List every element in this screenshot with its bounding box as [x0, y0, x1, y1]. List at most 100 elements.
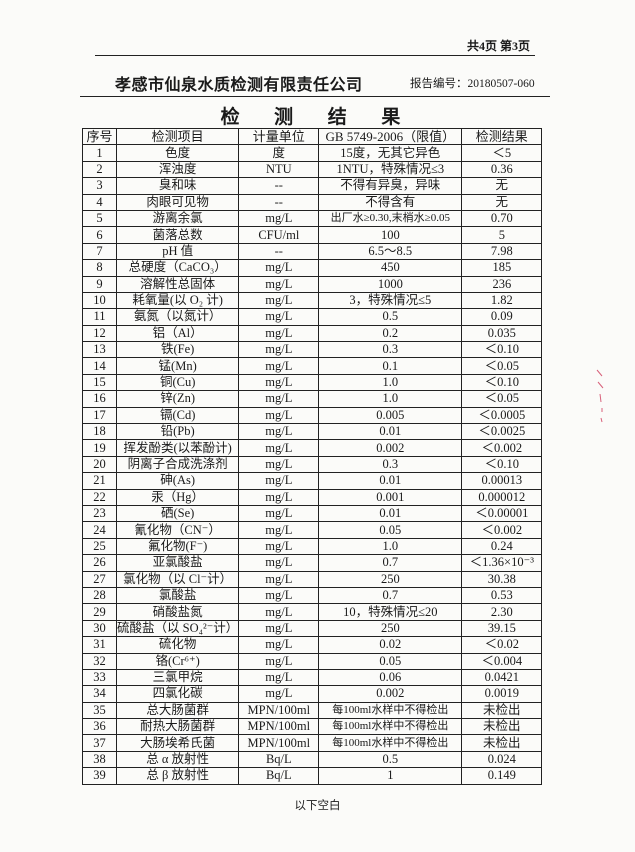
test-item: 大肠埃希氏菌 [115, 734, 240, 752]
table-row: 4 肉眼可见物 -- 不得含有无 [82, 193, 543, 211]
table-row: 8 总硬度（CaCO₃） mg/L 450 185 [82, 259, 543, 277]
row-number: 14 [82, 357, 117, 375]
unit: MPN/100ml [238, 718, 320, 736]
standard-limit: 3，特殊情况≤5 [318, 291, 463, 310]
table-row: 29 硝酸盐氮 mg/L 10，特殊情况≤20 2.30 [82, 603, 543, 621]
test-item: 菌落总数 [115, 226, 240, 244]
test-result: 0.00013 [461, 472, 543, 490]
standard-limit: 不得有异臭，异味 [318, 177, 463, 195]
standard-limit: 每100ml水样中不得检出 [318, 734, 463, 752]
standard-limit: 0.06 [318, 668, 463, 687]
standard-limit: 10，特殊情况≤20 [318, 603, 463, 621]
standard-limit: 不得含有 [318, 193, 463, 211]
standard-limit: 0.7 [318, 586, 463, 605]
table-row: 23 硒(Se) mg/L 0.01 ＜0.00001 [82, 504, 543, 523]
test-result: 39.15 [461, 619, 543, 638]
row-number: 20 [82, 455, 117, 474]
row-number: 2 [82, 160, 117, 179]
column-header: 序号 [82, 127, 117, 146]
test-result: ＜0.002 [461, 521, 543, 539]
row-number: 28 [82, 586, 117, 605]
test-result: ＜0.10 [461, 341, 543, 359]
test-result: 未检出 [461, 734, 543, 752]
table-row: 2 浑浊度 NTU 1NTU，特殊情况≤3 0.36 [82, 160, 543, 179]
standard-limit: 0.7 [318, 554, 463, 572]
unit: mg/L [238, 554, 320, 572]
test-result: ＜0.02 [461, 636, 543, 654]
row-number: 25 [82, 537, 117, 556]
table-row: 28 氯酸盐 mg/L 0.7 0.53 [82, 586, 543, 605]
test-item: 总硬度（CaCO₃） [115, 259, 240, 277]
unit: mg/L [238, 341, 320, 359]
standard-limit: 6.5～8.5 [318, 242, 463, 261]
test-result: ＜0.0025 [461, 423, 543, 441]
row-number: 16 [82, 390, 117, 408]
row-number: 31 [82, 636, 117, 654]
standard-limit: 250 [318, 570, 463, 588]
unit: mg/L [238, 619, 320, 638]
test-item: 四氯化碳 [115, 685, 240, 703]
table-row: 34 四氯化碳 mg/L 0.002 0.0019 [82, 685, 543, 703]
row-number: 1 [82, 144, 117, 162]
row-number: 17 [82, 406, 117, 425]
unit: mg/L [238, 685, 320, 703]
table-row: 37 大肠埃希氏菌 MPN/100ml 每100ml水样中不得检出 未检出 [82, 734, 543, 752]
unit: mg/L [238, 668, 320, 687]
test-item: 铁(Fe) [115, 341, 240, 359]
unit: -- [238, 177, 320, 195]
unit: NTU [238, 160, 320, 179]
standard-limit: 0.05 [318, 521, 463, 539]
test-item: 总大肠菌群 [115, 701, 240, 720]
row-number: 21 [82, 472, 117, 490]
table-row: 22 汞（Hg） mg/L 0.001 0.000012 [82, 488, 543, 506]
test-result: 30.38 [461, 570, 543, 588]
row-number: 37 [82, 734, 117, 752]
row-number: 19 [82, 439, 117, 457]
test-result: ＜0.002 [461, 439, 543, 457]
table-row: 9 溶解性总固体 mg/L 1000 236 [82, 275, 543, 293]
table-row: 30 硫酸盐（以 SO₄²⁻计） mg/L 250 39.15 [82, 619, 543, 638]
unit: mg/L [238, 570, 320, 588]
row-number: 5 [82, 209, 117, 228]
test-result: 0.0421 [461, 668, 543, 687]
unit: MPN/100ml [238, 734, 320, 752]
standard-limit: 0.5 [318, 308, 463, 326]
unit: mg/L [238, 373, 320, 392]
test-result: 2.30 [461, 603, 543, 621]
test-item: 总 α 放射性 [115, 750, 240, 769]
unit: mg/L [238, 423, 320, 441]
standard-limit: 0.3 [318, 455, 463, 474]
unit: mg/L [238, 291, 320, 310]
row-number: 4 [82, 193, 117, 211]
test-result: 185 [461, 259, 543, 277]
row-number: 23 [82, 504, 117, 523]
table-row: 21 砷(As) mg/L 0.01 0.00013 [82, 472, 543, 490]
table-row: 20 阴离子合成洗涤剂 mg/L 0.3 ＜0.10 [82, 455, 543, 474]
test-item: 耗氧量(以 O₂ 计) [115, 291, 240, 310]
row-number: 39 [82, 767, 117, 785]
table-row: 11 氨氮（以氮计） mg/L 0.5 0.09 [82, 308, 543, 326]
test-result: 0.36 [461, 160, 543, 179]
test-item: 锰(Mn) [115, 357, 240, 375]
test-item: 色度 [115, 144, 240, 162]
unit: mg/L [238, 537, 320, 556]
test-item: 铅(Pb) [115, 423, 240, 441]
table-row: 36 耐热大肠菌群 MPN/100ml 每100ml水样中不得检出 未检出 [82, 718, 543, 736]
test-result: 无 [461, 193, 543, 211]
page-info: 共4页 第3页 [466, 39, 530, 53]
row-number: 32 [82, 652, 117, 670]
test-item: 游离余氯 [115, 209, 240, 228]
test-result: ＜5 [461, 144, 543, 162]
test-item: 总 β 放射性 [115, 767, 240, 785]
unit: mg/L [238, 324, 320, 343]
table-row: 25 氟化物(F⁻) mg/L 1.0 0.24 [82, 537, 543, 556]
test-result: ＜0.05 [461, 357, 543, 375]
row-number: 18 [82, 423, 117, 441]
unit: mg/L [238, 652, 320, 670]
standard-limit: 0.005 [318, 406, 463, 425]
test-result: 0.24 [461, 537, 543, 556]
row-number: 34 [82, 685, 117, 703]
table-row: 17 镉(Cd) mg/L 0.005 ＜0.0005 [82, 406, 543, 425]
test-result: 0.0019 [461, 685, 543, 703]
test-result: ＜0.00001 [461, 504, 543, 523]
